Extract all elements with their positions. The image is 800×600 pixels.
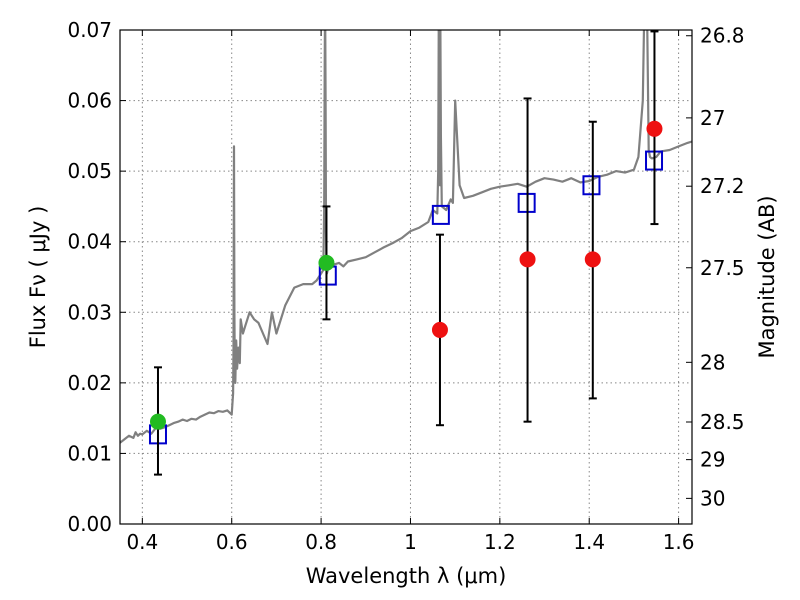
axes-frame	[119, 29, 693, 525]
series-layer	[120, 30, 692, 444]
spectrum-line	[120, 30, 692, 444]
ticks-layer: 0.4 0.6 0.8 1 1.2 1.4 1.6 0.00 0.01 0.02 0.03 0.04 0…	[67, 18, 744, 554]
grid	[120, 29, 692, 525]
x-tick-label: 0.4	[126, 530, 158, 554]
y-tick-label: 0.02	[67, 371, 112, 395]
y-tick-label: 0.03	[67, 300, 112, 324]
y2-axis-label: Magnitude (AB)	[755, 195, 779, 358]
y-tick-label: 0.01	[67, 441, 112, 465]
y-tick-label: 0.04	[67, 230, 112, 254]
y-tick-label: 0.00	[67, 512, 112, 536]
x-tick-label: 1.4	[573, 530, 605, 554]
x-axis-label: Wavelength λ (μm)	[306, 564, 507, 588]
y2-tick-label: 26.8	[700, 24, 745, 48]
photometry-point	[431, 321, 448, 338]
y2-tick-label: 28	[700, 350, 725, 374]
plot-area	[120, 30, 692, 476]
model-flux-square	[431, 204, 450, 225]
photometry-point	[318, 254, 335, 271]
y-tick-label: 0.07	[67, 18, 112, 42]
y2-tick-label: 30	[700, 486, 725, 510]
y2-tick-label: 28.5	[700, 410, 745, 434]
model-flux-square	[582, 175, 601, 196]
y2-tick-label: 29	[700, 448, 725, 472]
y-axis-label: Flux Fν ( μJy )	[26, 206, 50, 349]
x-tick-label: 0.8	[305, 530, 337, 554]
y-tick-label: 0.05	[67, 159, 112, 183]
photometry-point	[646, 120, 663, 137]
x-tick-label: 1	[404, 530, 417, 554]
marker-layer	[148, 30, 664, 476]
y2-tick-label: 27.2	[700, 174, 745, 198]
photometry-point	[584, 251, 601, 268]
y2-tick-label: 27	[700, 106, 725, 130]
y-tick-label: 0.06	[67, 89, 112, 113]
y2-tick-label: 27.5	[700, 256, 745, 280]
photometry-point	[519, 251, 536, 268]
x-tick-label: 1.6	[663, 530, 695, 554]
x-tick-label: 1.2	[484, 530, 516, 554]
photometry-point	[149, 413, 166, 430]
x-tick-label: 0.6	[216, 530, 248, 554]
